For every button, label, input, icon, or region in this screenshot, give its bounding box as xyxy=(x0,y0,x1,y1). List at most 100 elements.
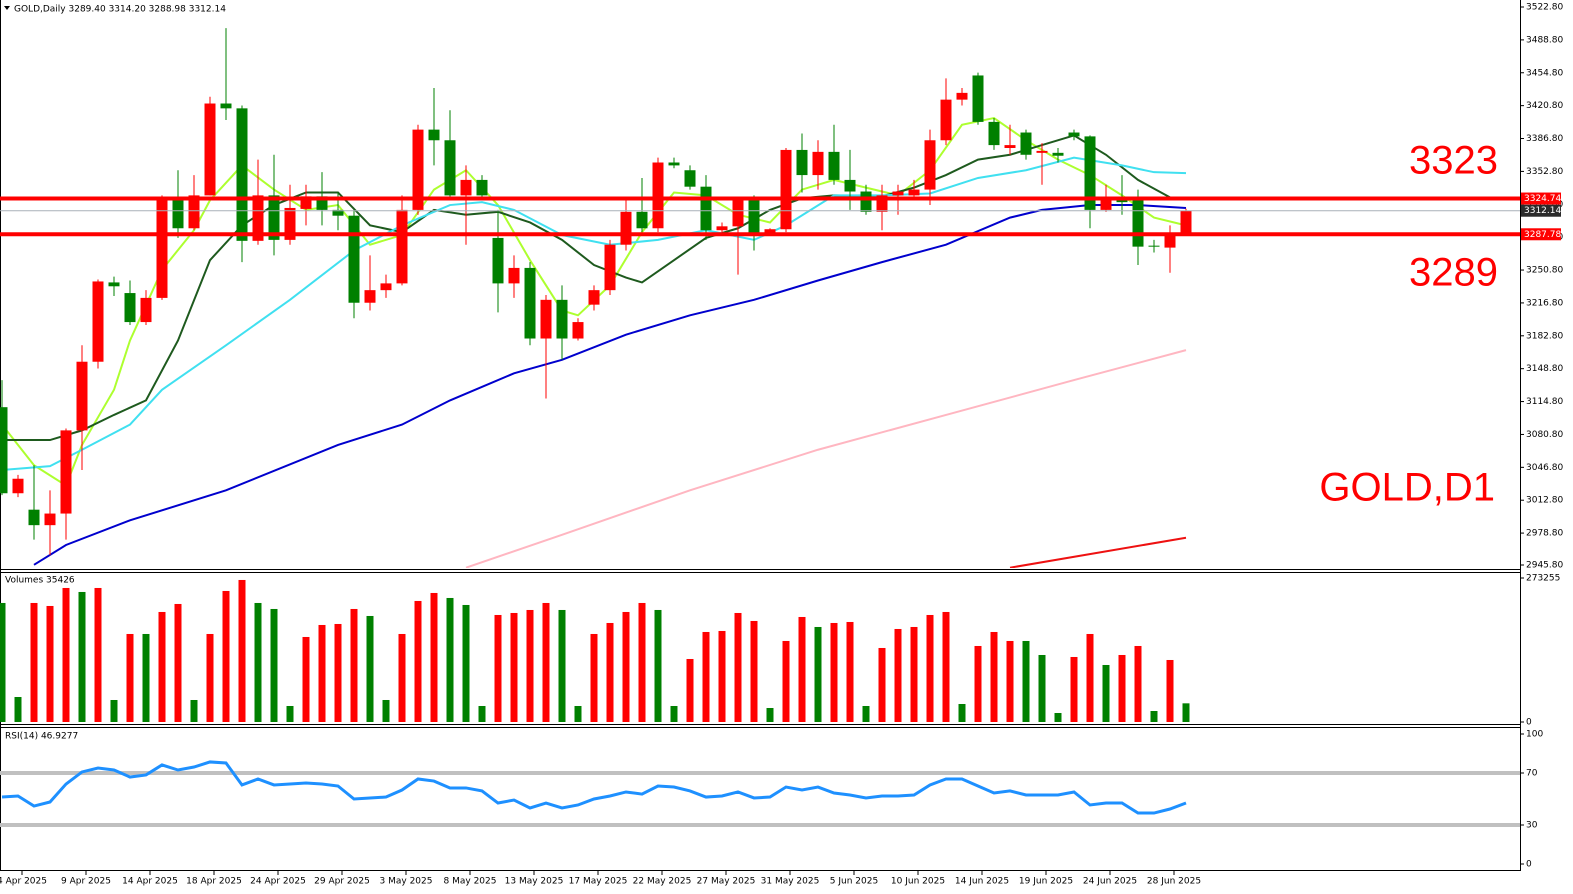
moving-average xyxy=(1009,536,1187,568)
candle-body xyxy=(908,189,920,196)
volume-bar xyxy=(670,705,678,722)
volume-bar xyxy=(382,699,390,722)
volume-bar xyxy=(350,608,358,722)
annotation: GOLD,D1 xyxy=(1319,466,1495,510)
volume-bar xyxy=(942,611,950,722)
volume-bar xyxy=(654,609,662,722)
volume-bar xyxy=(686,658,694,722)
x-tick-label: 27 May 2025 xyxy=(697,877,756,887)
volume-bar xyxy=(174,603,182,722)
candle-body xyxy=(12,478,24,494)
volume-bar xyxy=(542,602,550,722)
volume-bar xyxy=(254,602,262,722)
volume-bar xyxy=(478,705,486,722)
volume-bar xyxy=(1134,645,1142,722)
candle-body xyxy=(268,195,280,240)
candle-body xyxy=(412,129,424,210)
rsi-title: RSI(14) 46.9277 xyxy=(5,732,78,742)
candle-body xyxy=(252,195,264,241)
candle-body xyxy=(380,283,392,291)
volume-bar xyxy=(1166,659,1174,722)
volume-bar xyxy=(398,633,406,722)
y-tick-label: 0 xyxy=(1526,860,1532,870)
candle-body xyxy=(1116,200,1128,203)
y-tick-label: 273255 xyxy=(1526,574,1560,584)
y-tick-label: 70 xyxy=(1526,769,1538,779)
candle-body xyxy=(1084,136,1096,210)
volume-bar xyxy=(926,614,934,722)
volume-bar xyxy=(862,705,870,722)
candle-body xyxy=(396,209,408,284)
volume-bar xyxy=(846,621,854,722)
price-label: 3287.78 xyxy=(1524,230,1561,240)
x-tick-label: 14 Jun 2025 xyxy=(955,877,1009,887)
candle-body xyxy=(236,108,248,241)
volume-bar xyxy=(46,605,54,722)
volume-bar xyxy=(158,611,166,722)
y-tick-label: 0 xyxy=(1526,718,1532,728)
annotation: 3289 xyxy=(1409,251,1498,295)
volume-bar xyxy=(78,591,86,722)
volume-bar xyxy=(1022,640,1030,722)
candle-body xyxy=(156,198,168,298)
candle-body xyxy=(1004,145,1016,148)
candle-body xyxy=(348,215,360,303)
moving-average xyxy=(465,349,1187,568)
volume-bar xyxy=(1118,654,1126,722)
price-label: 3312.14 xyxy=(1524,206,1561,216)
candle-body xyxy=(332,209,344,216)
volume-bar xyxy=(878,647,886,722)
candle-body xyxy=(748,200,760,234)
volume-bar xyxy=(414,600,422,722)
plot-layer: 2945.80 2978.80 3012.80 3046.80 3080.80 3114.… xyxy=(0,3,1563,887)
volume-bar xyxy=(110,699,118,722)
y-tick-label: 3216.80 xyxy=(1526,298,1563,308)
x-tick-label: 3 May 2025 xyxy=(380,877,433,887)
candle-body xyxy=(204,103,216,196)
x-tick-label: 13 May 2025 xyxy=(505,877,564,887)
candle-body xyxy=(460,179,472,196)
volume-bar xyxy=(1102,664,1110,722)
candle-body xyxy=(588,290,600,305)
volume-bar xyxy=(750,620,758,722)
candle-body xyxy=(732,200,744,227)
volume-bar xyxy=(606,622,614,722)
candle-body xyxy=(60,430,72,514)
candle-body xyxy=(524,267,536,339)
candle-body xyxy=(284,207,296,240)
y-tick-label: 2978.80 xyxy=(1526,529,1563,539)
volume-bar xyxy=(286,705,294,722)
volume-bar xyxy=(894,628,902,722)
candle-body xyxy=(92,281,104,362)
x-tick-label: 31 May 2025 xyxy=(761,877,820,887)
candle-body xyxy=(988,121,1000,146)
candle-body xyxy=(508,267,520,284)
volume-bar xyxy=(142,633,150,722)
volume-bar xyxy=(830,622,838,722)
candle-body xyxy=(812,151,824,176)
y-tick-label: 3080.80 xyxy=(1526,430,1563,440)
y-tick-label: 3488.80 xyxy=(1526,35,1563,45)
candle-body xyxy=(620,211,632,245)
price-label-box xyxy=(1521,204,1561,217)
volume-bar xyxy=(462,604,470,722)
x-tick-label: 18 Apr 2025 xyxy=(186,877,242,887)
y-tick-label: 3114.80 xyxy=(1526,397,1563,407)
volume-bar xyxy=(0,602,6,722)
candle-body xyxy=(556,299,568,339)
candle-body xyxy=(300,196,312,209)
candle-body xyxy=(940,99,952,141)
candle-body xyxy=(364,290,376,303)
volume-bar xyxy=(590,633,598,722)
volume-bar xyxy=(622,611,630,722)
volume-bar xyxy=(14,696,22,722)
x-tick-label: 29 Apr 2025 xyxy=(314,877,370,887)
candle-body xyxy=(860,191,872,212)
volume-bar xyxy=(782,640,790,722)
volume-bar xyxy=(798,616,806,722)
x-tick-label: 19 Jun 2025 xyxy=(1019,877,1073,887)
candle-body xyxy=(716,226,728,231)
candle-body xyxy=(1036,150,1048,153)
volume-bar xyxy=(1054,712,1062,722)
candle-body xyxy=(1180,210,1192,233)
